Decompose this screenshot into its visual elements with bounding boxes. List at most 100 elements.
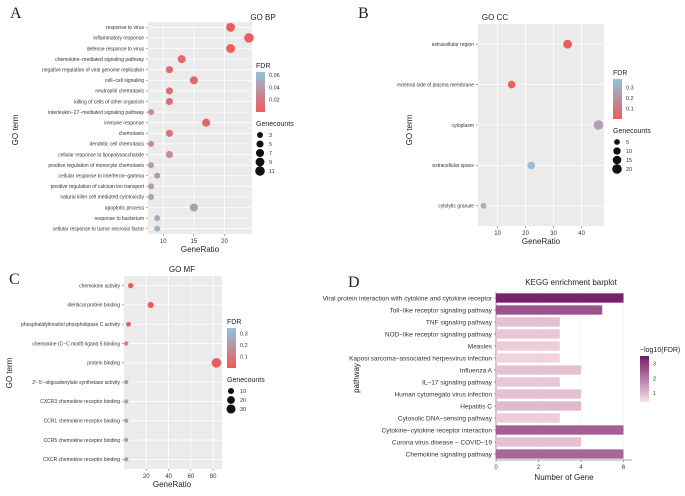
x-axis-label: GeneRatio [153, 480, 192, 489]
legend-size-dot [226, 404, 236, 414]
tick-label-x: 2 [537, 465, 541, 471]
point [211, 358, 222, 368]
y-axis-label: GO term [11, 114, 20, 145]
category-label: Cytosolic DNA−sensing pathway [398, 415, 493, 422]
category-label: identical protein binding [67, 303, 120, 309]
legend-size-label: 10 [626, 149, 632, 155]
point [480, 202, 487, 209]
point [165, 87, 173, 95]
legend-color-tick: 0.1 [626, 106, 634, 112]
tick-label-x: 20 [143, 474, 150, 480]
category-label: negative regulation of viral genome repl… [42, 67, 144, 73]
bar [496, 305, 603, 315]
tick-label-x: 40 [578, 231, 585, 237]
category-label: cellular response to tumor necrosis fact… [53, 226, 145, 232]
legend-color-tick: 0.3 [240, 332, 248, 338]
legend-size-dot [612, 164, 622, 174]
category-label: response to bacterium [95, 216, 144, 222]
tick-label-x: 0 [494, 465, 498, 471]
category-label: Chemokine signaling pathway [406, 451, 493, 458]
legend-size-label: 3 [269, 133, 272, 139]
legend-color-tick: 1 [653, 391, 656, 397]
legend-size-dot [255, 148, 265, 158]
legend-size-dot [257, 132, 263, 138]
category-label: chemokine activity [79, 283, 120, 289]
legend-color-title: FDR [613, 70, 627, 77]
point [148, 109, 155, 116]
bar [496, 329, 560, 339]
panel-a: A GO BP response to virus inflammatory resp… [10, 5, 294, 254]
category-label: interleukin−27−mediated signaling pathwa… [48, 110, 144, 116]
legend-size-label: 30 [240, 407, 246, 413]
category-label: cytoplasm [451, 123, 474, 129]
legend-size-label: 9 [269, 160, 272, 166]
bar [496, 413, 560, 423]
panel-title: KEGG enrichment barplot [525, 278, 617, 287]
legend-size-label: 10 [240, 389, 246, 395]
category-label: extracellular space [432, 163, 474, 169]
bar [496, 377, 560, 387]
bar [496, 437, 581, 447]
point [527, 161, 536, 170]
tick-label-x: 10 [160, 239, 167, 245]
point [148, 162, 155, 169]
point [148, 193, 155, 200]
point [202, 118, 211, 127]
category-label: Cytokine−cytokine receptor interaction [382, 427, 493, 434]
point [165, 150, 173, 159]
legend-size-label: 20 [240, 398, 246, 404]
panel-letter: D [348, 274, 360, 291]
legend-size-title: Genecounts [256, 121, 294, 128]
legend-size-dot [255, 166, 265, 176]
x-axis-label: GeneRatio [181, 245, 220, 254]
point [226, 22, 236, 32]
category-label: extracellular region [432, 42, 474, 48]
category-label: Human cytomegalo virus infection [394, 391, 492, 398]
legend-color-tick: 0.06 [269, 73, 280, 79]
tick-label-x: 20 [221, 239, 228, 245]
point [593, 120, 604, 130]
point [154, 215, 161, 222]
category-label: Influenza A [460, 367, 493, 374]
point [165, 66, 173, 74]
tick-label-x: 15 [191, 239, 198, 245]
plot-background [124, 276, 222, 469]
panel-b: B GO CC extracellular region external side … [358, 5, 651, 246]
point [124, 437, 129, 443]
category-label: positive regulation of calcium ion trans… [51, 184, 145, 190]
x-axis-label: GeneRatio [522, 237, 561, 246]
legend-size-dot [612, 155, 622, 165]
bar [496, 401, 581, 411]
legend-color-tick: 2 [653, 376, 656, 382]
point [177, 55, 186, 64]
panel-letter: B [358, 5, 369, 22]
legend-size-label: 5 [626, 140, 629, 146]
category-label: CCR5 chemokine receptor binding [44, 438, 121, 444]
point [148, 140, 155, 147]
legend-colorbar [256, 72, 265, 112]
category-label: 2′−5′−oligoadenylate synthetase activity [32, 380, 120, 386]
point [124, 380, 129, 385]
legend-color-title: FDR [256, 63, 270, 70]
category-label: neutrophil chemotaxis [95, 89, 144, 95]
category-label: immune response [104, 120, 144, 126]
tick-label-x: 4 [579, 465, 583, 471]
point [189, 203, 198, 212]
point [147, 301, 154, 309]
category-label: dendritic cell chemotaxis [90, 142, 145, 148]
legend-size-dot [255, 157, 265, 167]
category-label: response to virus [106, 25, 145, 31]
category-label: phosphatidylinositol phospholipase C act… [21, 322, 120, 328]
panel-letter: C [9, 271, 20, 288]
bar [496, 317, 560, 327]
category-label: Corona virus disease − COVID−19 [392, 439, 492, 446]
bar [496, 449, 624, 459]
legend-color-tick: 3 [653, 361, 656, 367]
legend-size-dot [227, 387, 235, 395]
category-label: CXCR chemokine receptor binding [43, 457, 120, 463]
point [124, 418, 129, 423]
x-axis-label: Number of Gene [534, 473, 594, 482]
point [154, 225, 161, 232]
legend-colorbar [613, 79, 622, 119]
category-label: inflammatory response [93, 36, 144, 42]
